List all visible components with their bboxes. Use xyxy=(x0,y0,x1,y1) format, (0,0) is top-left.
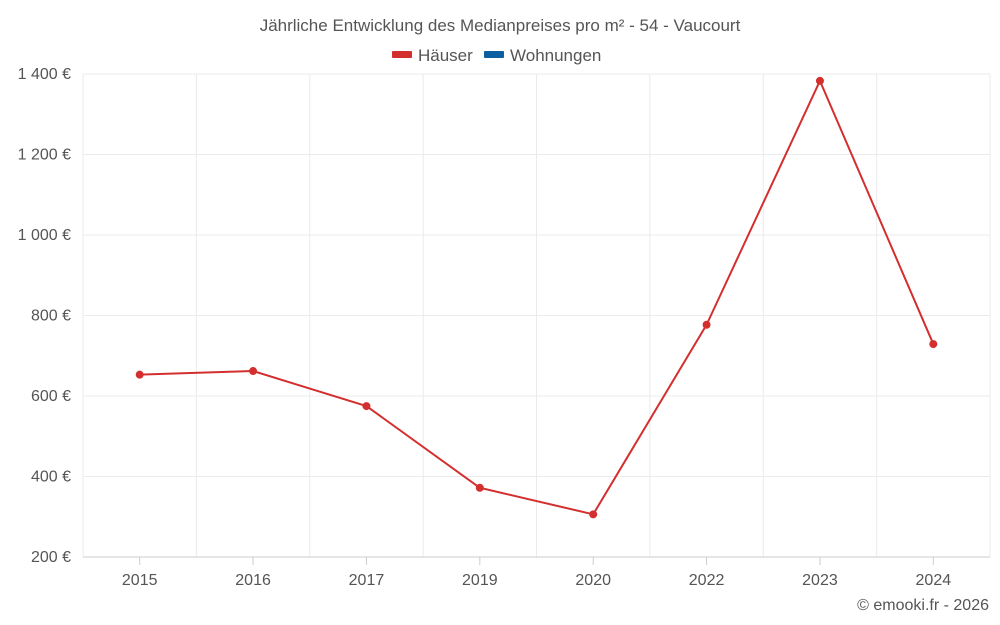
y-tick-label: 600 € xyxy=(31,388,71,405)
legend-label-apartments: Wohnungen xyxy=(510,46,601,65)
y-tick-label: 1 000 € xyxy=(18,227,71,244)
data-point-houses[interactable] xyxy=(362,402,371,411)
legend-item-houses[interactable]: Häuser xyxy=(392,46,473,65)
data-point-houses[interactable] xyxy=(702,320,711,329)
x-tick-label: 2023 xyxy=(802,572,838,589)
legend-swatch-houses xyxy=(392,51,412,58)
legend: Häuser Wohnungen xyxy=(392,46,601,65)
data-point-houses[interactable] xyxy=(929,340,938,349)
x-tick-label: 2017 xyxy=(349,572,385,589)
data-point-houses[interactable] xyxy=(135,370,144,379)
series-line-houses xyxy=(139,79,935,516)
x-tick-label: 2015 xyxy=(122,572,158,589)
series-houses xyxy=(135,76,938,519)
x-tick-label: 2016 xyxy=(235,572,271,589)
axes: 200 € 400 € 600 € 800 € 1 000 € 1 200 € 1 400 … xyxy=(18,66,990,589)
x-tick-label: 2019 xyxy=(462,572,498,589)
y-tick-label: 400 € xyxy=(31,469,71,486)
x-tick-label: 2024 xyxy=(916,572,952,589)
chart-title: Jährliche Entwicklung des Medianpreises … xyxy=(260,16,741,35)
y-tick-label: 1 400 € xyxy=(18,66,71,83)
x-tick-label: 2022 xyxy=(689,572,725,589)
y-tick-label: 200 € xyxy=(31,549,71,566)
data-point-houses[interactable] xyxy=(475,483,484,492)
legend-swatch-apartments xyxy=(484,51,504,58)
grid xyxy=(82,73,991,557)
x-tick-label: 2020 xyxy=(575,572,611,589)
data-point-houses[interactable] xyxy=(589,510,598,519)
credit-text: © emooki.fr - 2026 xyxy=(857,597,989,614)
y-tick-label: 800 € xyxy=(31,308,71,325)
data-point-houses[interactable] xyxy=(815,76,824,85)
legend-label-houses: Häuser xyxy=(418,46,473,65)
y-tick-label: 1 200 € xyxy=(18,147,71,164)
legend-item-apartments[interactable]: Wohnungen xyxy=(484,46,601,65)
data-point-houses[interactable] xyxy=(249,367,258,376)
